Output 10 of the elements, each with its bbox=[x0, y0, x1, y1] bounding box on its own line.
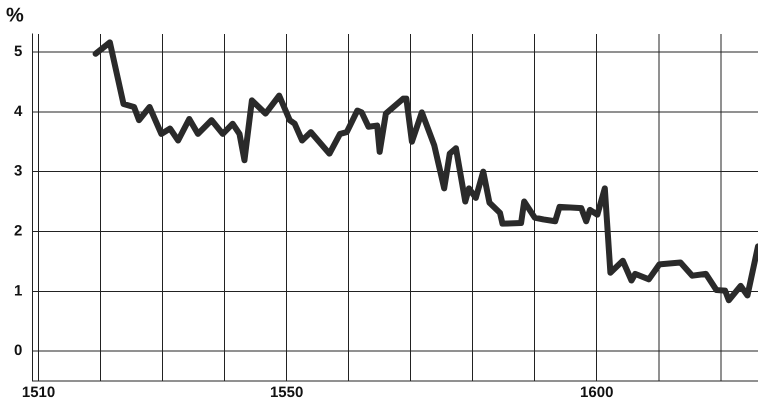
y-axis-title: % bbox=[6, 4, 24, 27]
y-tick-label: 3 bbox=[14, 162, 22, 180]
x-tick-label: 1510 bbox=[22, 384, 56, 402]
y-tick-label: 1 bbox=[14, 282, 22, 300]
x-tick-label: 1600 bbox=[580, 384, 614, 402]
y-tick-label: 0 bbox=[14, 342, 22, 360]
y-tick-label: 4 bbox=[14, 102, 23, 120]
y-tick-label: 5 bbox=[14, 43, 22, 60]
x-tick-label: 1550 bbox=[270, 384, 304, 402]
y-tick-label: 2 bbox=[14, 222, 22, 240]
